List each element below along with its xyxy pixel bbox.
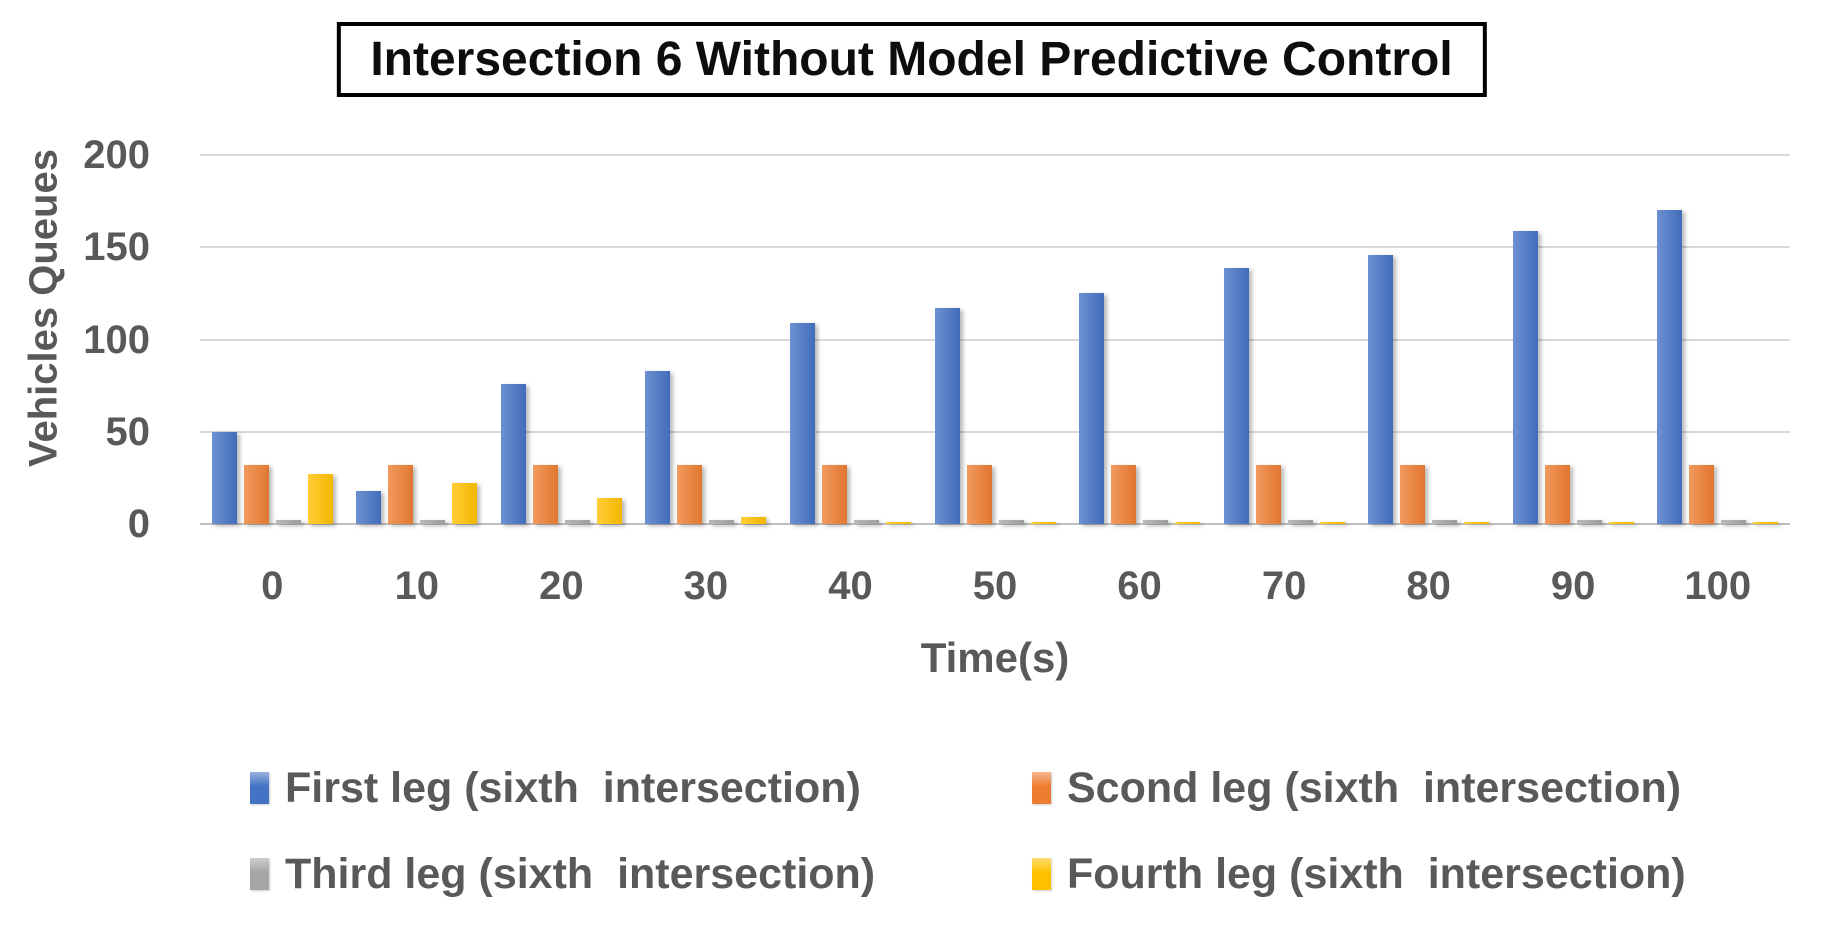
legend-item: Scond leg (sixth intersection) xyxy=(1032,760,1686,816)
x-tick-label: 0 xyxy=(261,564,284,608)
bar-100-series3 xyxy=(1721,520,1747,524)
x-axis-title: Time(s) xyxy=(920,634,1070,681)
x-tick-label: 30 xyxy=(683,564,729,608)
bar-20-series4 xyxy=(596,498,622,524)
gridline xyxy=(200,523,1790,525)
legend-item: Fourth leg (sixth intersection) xyxy=(1032,846,1686,902)
bar-50-series1 xyxy=(934,308,960,524)
bar-10-series1 xyxy=(356,490,382,524)
gridline xyxy=(200,246,1790,249)
chart-title: Intersection 6 Without Model Predictive … xyxy=(370,33,1453,86)
bar-40-series1 xyxy=(789,322,815,524)
bar-50-series2 xyxy=(966,464,992,524)
y-tick-label: 150 xyxy=(83,225,150,270)
bar-40-series3 xyxy=(853,520,879,524)
bar-60-series4 xyxy=(1175,522,1201,524)
gridline xyxy=(200,430,1790,433)
bar-30-series2 xyxy=(677,464,703,524)
x-tick-label: 100 xyxy=(1684,564,1752,608)
bar-60-series1 xyxy=(1079,293,1105,524)
gridline xyxy=(200,338,1790,341)
legend: First leg (sixth intersection) Scond leg … xyxy=(250,760,1686,902)
bar-30-series4 xyxy=(741,516,767,524)
legend-label: Scond leg (sixth intersection) xyxy=(1067,764,1682,812)
legend-item: First leg (sixth intersection) xyxy=(250,760,1032,816)
bar-0-series2 xyxy=(243,464,269,524)
legend-label: First leg (sixth intersection) xyxy=(285,764,861,812)
bar-30-series3 xyxy=(709,520,735,524)
bar-100-series1 xyxy=(1657,210,1683,524)
bar-20-series3 xyxy=(564,520,590,524)
x-tick-label: 80 xyxy=(1406,564,1451,608)
plot-area xyxy=(200,154,1790,525)
legend-label: Fourth leg (sixth intersection) xyxy=(1067,850,1686,898)
bar-40-series2 xyxy=(821,464,847,524)
bar-70-series3 xyxy=(1287,520,1313,524)
bar-40-series4 xyxy=(885,522,911,524)
bar-60-series2 xyxy=(1111,464,1137,524)
y-tick-label: 0 xyxy=(127,502,150,546)
x-tick-label: 40 xyxy=(828,564,873,608)
bar-0-series3 xyxy=(275,520,301,524)
y-tick-label: 200 xyxy=(83,133,150,177)
bar-50-series3 xyxy=(998,520,1024,524)
legend-label: Third leg (sixth intersection) xyxy=(285,850,876,898)
bar-90-series3 xyxy=(1576,520,1602,524)
bar-10-series3 xyxy=(420,520,446,524)
bar-100-series2 xyxy=(1689,464,1715,524)
y-tick-label: 50 xyxy=(105,409,151,454)
legend-swatch-icon xyxy=(250,858,269,890)
bar-90-series4 xyxy=(1608,522,1634,524)
bar-70-series4 xyxy=(1319,522,1345,524)
x-tick-label: 50 xyxy=(972,564,1018,608)
bar-60-series3 xyxy=(1143,520,1169,524)
x-tick-label: 70 xyxy=(1261,564,1307,608)
bar-70-series1 xyxy=(1223,267,1249,524)
bar-90-series2 xyxy=(1544,464,1570,524)
legend-swatch-icon xyxy=(1032,858,1051,890)
x-tick-label: 60 xyxy=(1117,564,1162,608)
gridline xyxy=(200,154,1790,156)
x-tick-label: 90 xyxy=(1550,564,1596,608)
bar-10-series2 xyxy=(388,464,414,524)
bar-20-series1 xyxy=(500,383,526,524)
bar-10-series4 xyxy=(452,483,478,524)
x-tick-label: 10 xyxy=(394,564,440,608)
legend-swatch-icon xyxy=(250,772,269,804)
legend-item: Third leg (sixth intersection) xyxy=(250,846,1032,902)
bar-30-series1 xyxy=(645,370,671,524)
legend-swatch-icon xyxy=(1032,772,1051,804)
chart-title-box: Intersection 6 Without Model Predictive … xyxy=(336,22,1487,97)
bar-100-series4 xyxy=(1753,522,1779,524)
bar-0-series4 xyxy=(307,474,333,524)
bar-70-series2 xyxy=(1255,464,1281,524)
y-tick-label: 100 xyxy=(83,317,150,362)
bar-0-series1 xyxy=(211,431,237,524)
bar-80-series2 xyxy=(1400,464,1426,524)
bar-90-series1 xyxy=(1512,230,1538,524)
bar-80-series3 xyxy=(1432,520,1458,524)
bar-50-series4 xyxy=(1030,522,1056,524)
bar-80-series1 xyxy=(1368,254,1394,524)
bar-80-series4 xyxy=(1464,522,1490,524)
bar-20-series2 xyxy=(532,464,558,524)
x-tick-label: 20 xyxy=(539,564,584,608)
